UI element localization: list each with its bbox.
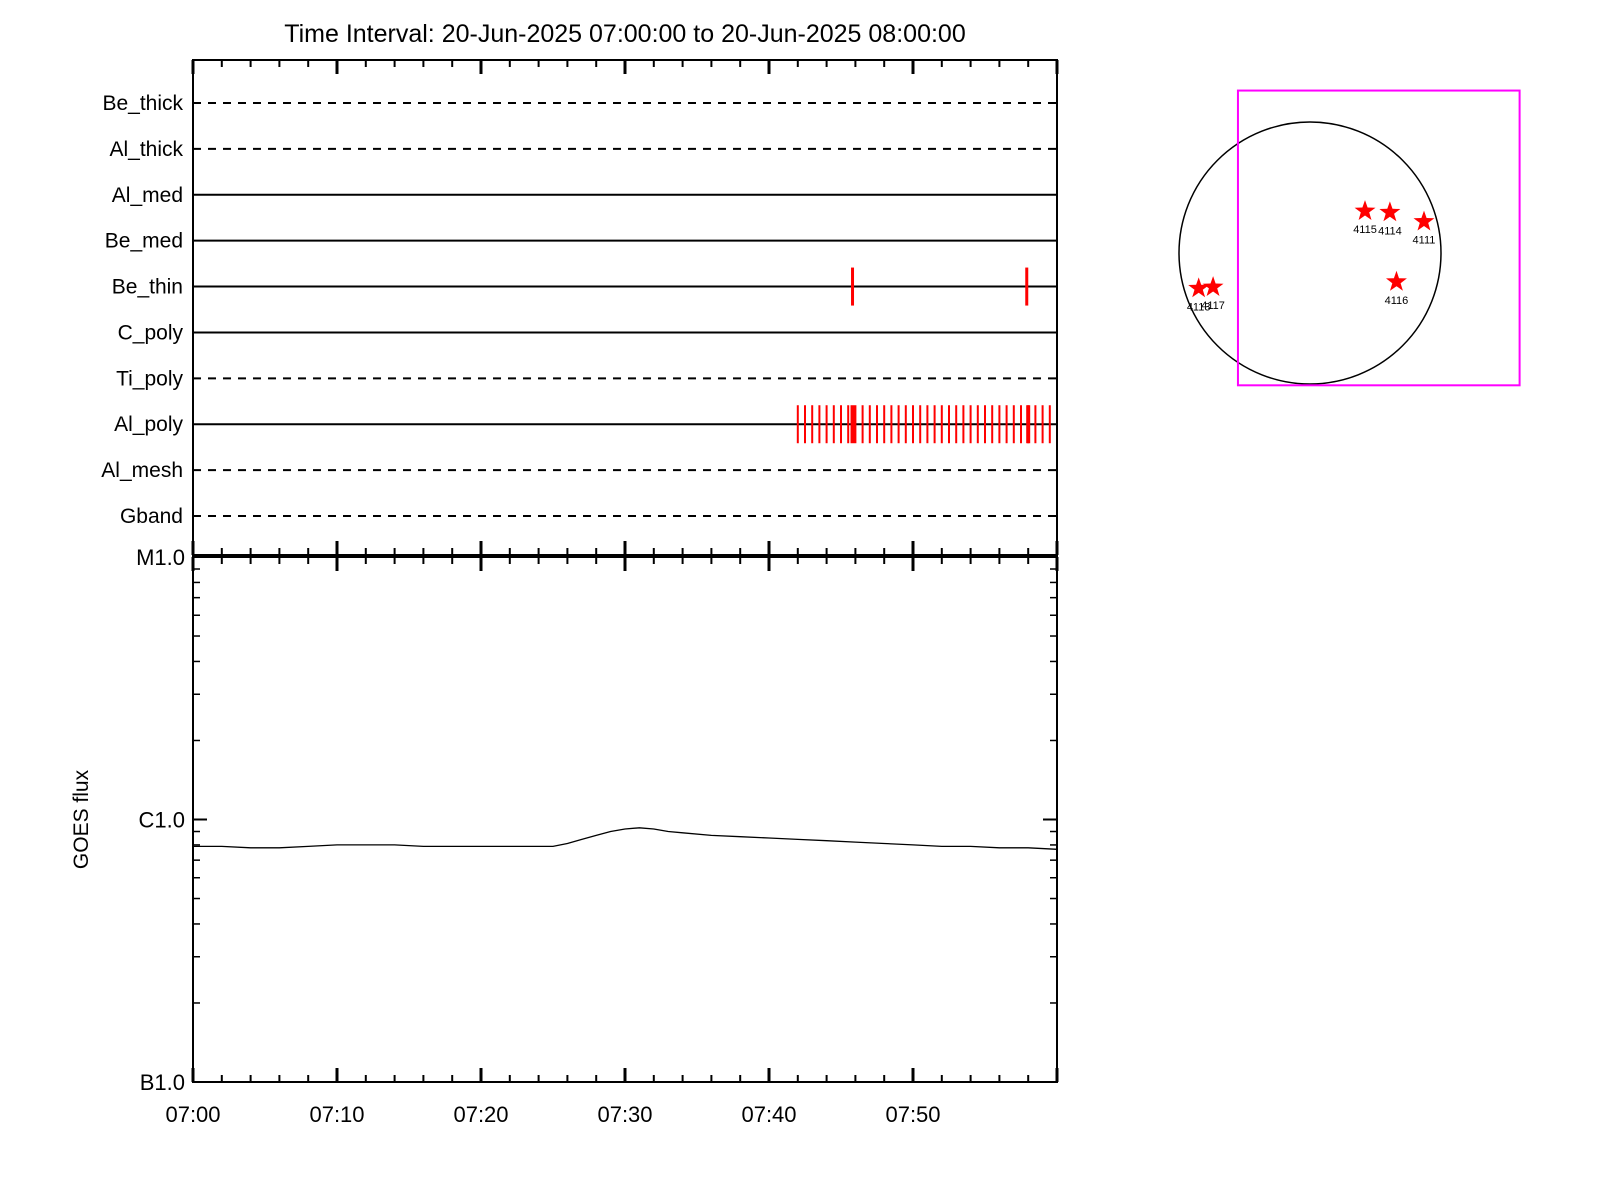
filter-row-label: Ti_poly	[116, 367, 183, 390]
active-region-star	[1202, 276, 1224, 296]
fov-box	[1236, 89, 1521, 387]
y-tick-label: B1.0	[140, 1070, 185, 1095]
x-tick-label: 07:10	[309, 1102, 364, 1127]
goes-panel-frame	[192, 556, 1058, 1083]
timeline-panel-frame	[192, 59, 1058, 556]
filter-row-label: C_poly	[118, 321, 184, 344]
active-region-label: 4113	[1187, 301, 1211, 313]
x-tick-label: 07:00	[165, 1102, 220, 1127]
active-region-label: 4111	[1413, 235, 1436, 247]
goes-flux-panel: 07:00 07:10 07:20 07:30 07:40 07:50 M1.0 C1.0 B1…	[70, 545, 1059, 1127]
active-region-label: 4116	[1385, 295, 1409, 307]
y-tick-label: M1.0	[136, 545, 185, 570]
filter-row-label: Be_med	[105, 230, 183, 253]
active-region-label: 4114	[1378, 225, 1402, 237]
goes-flux-curve	[193, 827, 1058, 850]
x-tick-label: 07:20	[453, 1102, 508, 1127]
x-tick-label: 07:50	[885, 1102, 940, 1127]
filter-row-label: Al_poly	[114, 413, 183, 436]
active-region-label: 4117	[1201, 300, 1225, 312]
active-region-label: 4115	[1353, 224, 1377, 236]
x-tick-label: 07:40	[741, 1102, 796, 1127]
active-region-star	[1379, 201, 1401, 222]
active-region-star	[1413, 210, 1435, 231]
filter-row-label: Be_thin	[112, 276, 183, 299]
active-region-star	[1188, 277, 1210, 298]
x-tick-label: 07:30	[597, 1102, 652, 1127]
filter-row-label: Al_thick	[109, 138, 183, 161]
filter-row-label: Be_thick	[102, 92, 183, 115]
filter-timeline-panel: Be_thick Al_thick Al_med Be_med Be_thin C_pol…	[101, 59, 1059, 556]
y-tick-label: C1.0	[139, 808, 185, 833]
filter-row-label: Gband	[120, 505, 183, 528]
filter-row-label: Al_mesh	[101, 459, 183, 482]
goes-flux-axis-label: GOES flux	[70, 769, 93, 869]
active-region-star	[1386, 270, 1407, 291]
filter-row-label: Al_med	[112, 184, 183, 207]
solar-disk	[1178, 121, 1442, 385]
plot-title: Time Interval: 20-Jun-2025 07:00:00 to 2…	[284, 20, 965, 48]
active-region-star	[1354, 200, 1376, 220]
